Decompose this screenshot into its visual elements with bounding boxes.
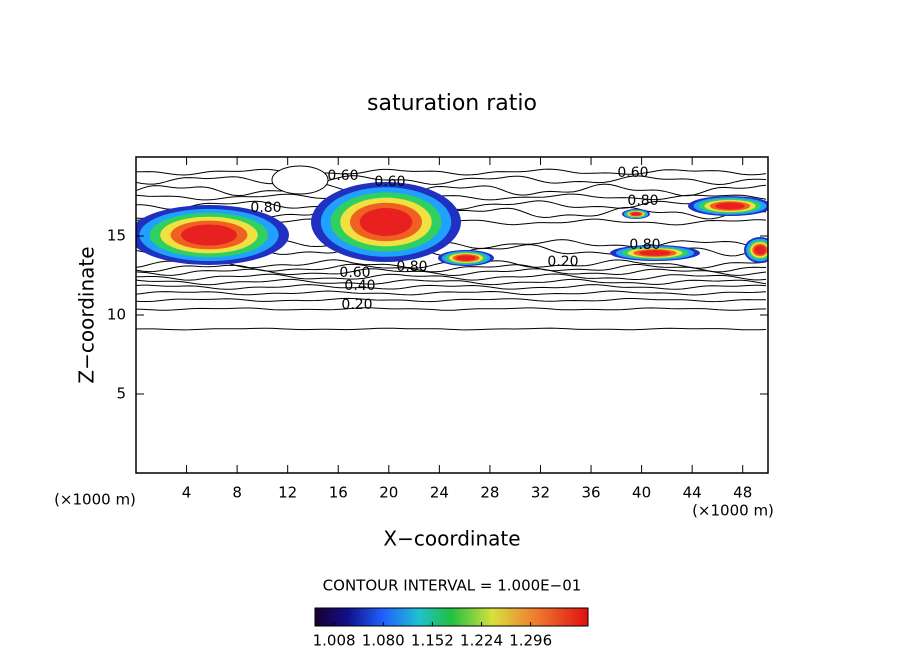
x-tick-label: 20 xyxy=(379,484,398,502)
contour-label: 0.80 xyxy=(629,237,660,253)
x-tick-label: 16 xyxy=(329,484,348,502)
contour-line xyxy=(136,284,767,290)
y-tick-label: 5 xyxy=(116,385,126,403)
contour-line xyxy=(136,297,767,303)
contour-line xyxy=(136,273,767,281)
x-tick-label: 4 xyxy=(182,484,192,502)
contour-label: 0.40 xyxy=(344,278,375,294)
contour-line xyxy=(136,268,767,277)
x-axis-label: X−coordinate xyxy=(383,527,520,551)
field-blob xyxy=(456,255,476,261)
contour-line xyxy=(136,278,767,286)
colorbar-tick-label: 1.008 xyxy=(313,632,356,650)
x-tick-label: 32 xyxy=(531,484,550,502)
contour-label: 0.80 xyxy=(396,259,427,275)
contour-labels: 0.60 0.60 0.60 0.80 0.80 0.80 0.80 0.60 … xyxy=(250,165,660,313)
contour-line xyxy=(136,290,767,296)
x-unit-label: (×1000 m) xyxy=(692,502,774,520)
contour-label: 0.60 xyxy=(339,265,370,281)
contour-line xyxy=(136,327,767,331)
contour-line xyxy=(136,307,767,311)
y-tick-label: 15 xyxy=(107,227,126,245)
x-tick-label: 24 xyxy=(430,484,449,502)
contour-label: 0.20 xyxy=(547,254,578,270)
chart-title: saturation ratio xyxy=(367,91,537,116)
contour-line xyxy=(136,263,767,273)
field-blob xyxy=(754,245,766,255)
contour-label: 0.80 xyxy=(250,200,281,216)
contour-field xyxy=(136,165,768,331)
field-hole xyxy=(271,165,329,195)
x-tick-label: 12 xyxy=(278,484,297,502)
colorbar-tick-label: 1.080 xyxy=(362,632,405,650)
y-unit-label: (×1000 m) xyxy=(54,491,136,509)
field-blob xyxy=(359,208,413,236)
field-blob xyxy=(639,250,671,256)
x-tick-label: 44 xyxy=(683,484,702,502)
y-tick-label: 10 xyxy=(107,306,126,324)
field-blob xyxy=(181,224,237,246)
contour-line xyxy=(136,168,767,176)
contour-line xyxy=(136,193,767,201)
contour-label: 0.60 xyxy=(617,165,648,181)
x-tick-label: 36 xyxy=(581,484,600,502)
contour-label: 0.60 xyxy=(327,168,358,184)
contour-label: 0.80 xyxy=(627,193,658,209)
field-blob xyxy=(631,212,641,216)
field-blob xyxy=(715,202,745,210)
x-tick-label: 40 xyxy=(632,484,651,502)
x-tick-label: 48 xyxy=(733,484,752,502)
colorbar-tick-label: 1.296 xyxy=(509,632,552,650)
colorbar-tick-label: 1.224 xyxy=(460,632,503,650)
x-tick-label: 28 xyxy=(480,484,499,502)
x-tick-label: 8 xyxy=(232,484,242,502)
colorbar xyxy=(314,607,589,627)
contour-line xyxy=(136,183,767,197)
contour-label: 0.60 xyxy=(374,174,405,190)
contour-label: 0.20 xyxy=(341,297,372,313)
contour-interval: CONTOUR INTERVAL = 1.000E−01 xyxy=(323,577,582,595)
y-axis-label: Z−coordinate xyxy=(75,246,99,383)
contour-line xyxy=(136,175,767,186)
colorbar-tick-label: 1.152 xyxy=(411,632,454,650)
